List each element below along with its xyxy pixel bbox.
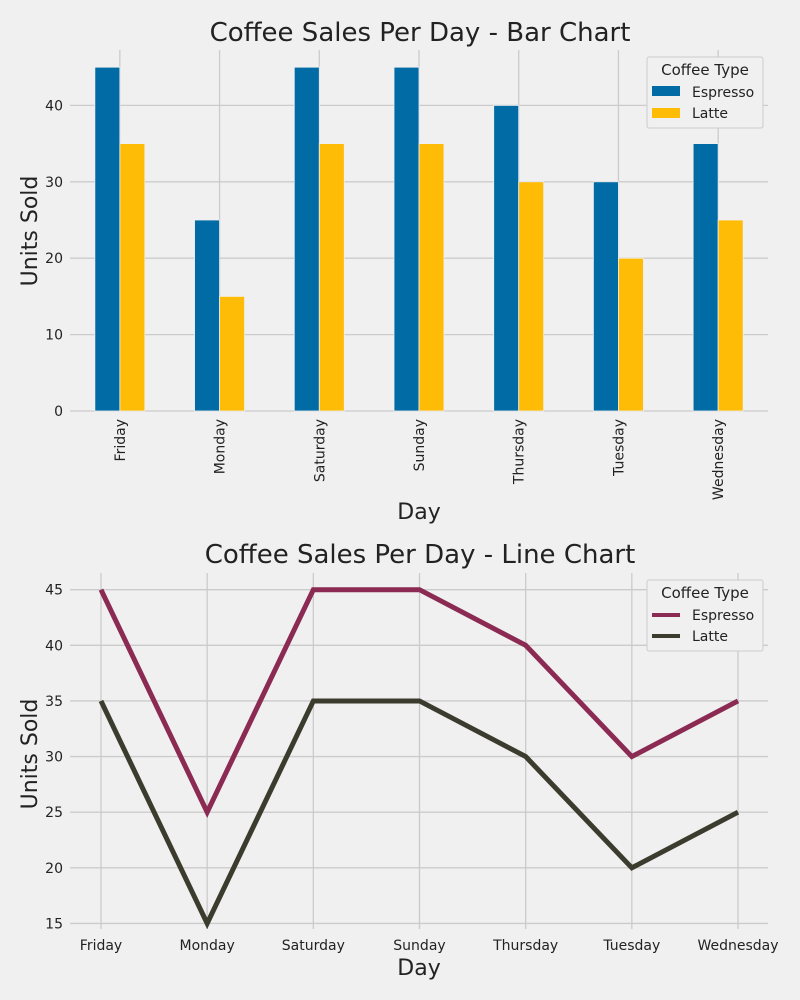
bar-chart-x-ticks: Friday Monday Saturday Sunday Thursday Tuesda…: [113, 419, 727, 500]
bar-x-tick-monday: Monday: [213, 419, 229, 474]
bar-legend-swatch-latte: [652, 108, 680, 118]
line-y-tick-25: 25: [45, 805, 63, 821]
bar-latte-saturday: [318, 143, 345, 412]
bar-chart-x-axis-label: Day: [397, 500, 440, 525]
bar-legend-swatch-espresso: [652, 86, 680, 96]
line-y-tick-45: 45: [45, 583, 63, 599]
line-x-tick-thursday: Thursday: [492, 938, 558, 954]
bar-x-tick-friday: Friday: [113, 419, 129, 461]
bar-x-tick-saturday: Saturday: [312, 419, 328, 482]
bar-espresso-sunday: [393, 66, 420, 412]
bar-chart-legend: Coffee Type Espresso Latte: [646, 56, 764, 129]
line-series-latte: [98, 698, 740, 930]
bar-chart: Coffee Sales Per Day - Bar Chart 0 10 20 30…: [18, 18, 768, 525]
bar-latte-monday: [219, 295, 245, 412]
bar-x-tick-sunday: Sunday: [412, 419, 428, 471]
line-chart-legend: Coffee Type Espresso Latte: [646, 579, 764, 652]
bar-chart-y-ticks: 0 10 20 30 40: [45, 98, 63, 420]
bar-latte-thursday: [518, 181, 545, 412]
bar-x-tick-thursday: Thursday: [512, 419, 528, 485]
line-chart-x-ticks: Friday Monday Saturday Sunday Thursday Tuesda…: [80, 938, 779, 954]
line-legend-label-latte: Latte: [692, 629, 728, 645]
line-series-espresso: [98, 587, 740, 818]
line-x-tick-monday: Monday: [180, 938, 235, 954]
bar-x-tick-wednesday: Wednesday: [711, 419, 727, 500]
line-x-tick-wednesday: Wednesday: [697, 938, 778, 954]
line-y-tick-35: 35: [45, 694, 63, 710]
bar-espresso-friday: [94, 66, 121, 412]
line-chart-title: Coffee Sales Per Day - Line Chart: [205, 540, 636, 570]
bar-legend-title: Coffee Type: [661, 61, 749, 79]
bar-chart-y-axis-label: Units Sold: [18, 176, 43, 287]
line-chart-y-axis-label: Units Sold: [18, 699, 43, 810]
bar-espresso-monday: [194, 219, 220, 412]
line-x-tick-sunday: Sunday: [393, 938, 445, 954]
line-legend-frame: [646, 579, 764, 652]
bar-latte-friday: [119, 143, 146, 412]
bar-latte-tuesday: [618, 257, 644, 412]
bar-chart-bars: [94, 66, 744, 412]
line-y-tick-15: 15: [45, 916, 63, 932]
bar-y-tick-0: 0: [54, 404, 63, 420]
line-x-tick-friday: Friday: [80, 938, 122, 954]
bar-x-tick-tuesday: Tuesday: [611, 419, 627, 477]
bar-latte-wednesday: [717, 219, 744, 412]
bar-espresso-wednesday: [692, 143, 719, 412]
bar-y-tick-10: 10: [45, 328, 63, 344]
line-x-tick-saturday: Saturday: [282, 938, 345, 954]
line-chart-y-ticks: 15 20 25 30 35 40 45: [45, 583, 63, 933]
bar-legend-label-espresso: Espresso: [692, 85, 754, 101]
line-legend-label-espresso: Espresso: [692, 608, 754, 624]
bar-espresso-tuesday: [593, 181, 619, 412]
line-legend-title: Coffee Type: [661, 584, 749, 602]
line-y-tick-30: 30: [45, 750, 63, 766]
bar-latte-sunday: [418, 143, 445, 412]
bar-y-tick-40: 40: [45, 98, 63, 114]
line-chart-lines: [98, 587, 740, 930]
line-y-tick-40: 40: [45, 638, 63, 654]
bar-y-tick-20: 20: [45, 251, 63, 267]
bar-espresso-thursday: [493, 104, 520, 412]
bar-y-tick-30: 30: [45, 175, 63, 191]
line-chart: Coffee Sales Per Day - Line Chart 15 20 25…: [18, 540, 779, 981]
bar-espresso-saturday: [293, 66, 320, 412]
line-y-tick-20: 20: [45, 861, 63, 877]
line-chart-x-axis-label: Day: [397, 956, 440, 981]
bar-chart-title: Coffee Sales Per Day - Bar Chart: [210, 18, 631, 48]
line-x-tick-tuesday: Tuesday: [602, 938, 660, 954]
bar-legend-label-latte: Latte: [692, 106, 728, 122]
